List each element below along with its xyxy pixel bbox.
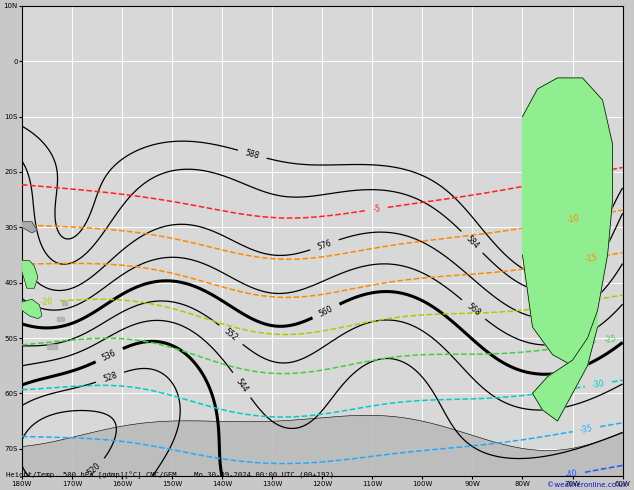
Text: -10: -10 [566,214,580,225]
Text: -25: -25 [604,334,618,345]
Text: 544: 544 [234,376,250,393]
Polygon shape [522,78,612,366]
Text: 560: 560 [318,304,335,318]
Text: -35: -35 [579,424,593,435]
Polygon shape [57,317,65,321]
Text: ©weatheronline.co.uk: ©weatheronline.co.uk [547,482,628,488]
Polygon shape [22,261,38,288]
Text: 552: 552 [223,327,240,343]
Text: -40: -40 [564,469,578,480]
Text: 536: 536 [101,348,118,363]
Polygon shape [533,310,598,421]
Polygon shape [22,222,37,233]
Polygon shape [22,299,42,318]
Polygon shape [62,301,67,305]
Text: -20: -20 [40,297,53,307]
Text: 528: 528 [101,370,119,384]
Text: -15: -15 [584,253,598,264]
Text: 568: 568 [465,301,482,318]
Text: 588: 588 [244,148,261,161]
Text: 520: 520 [86,462,103,478]
Polygon shape [47,343,57,349]
Text: 576: 576 [316,238,333,251]
Text: -30: -30 [592,379,605,390]
Text: -5: -5 [373,204,382,214]
Text: Height/Temp. 500 hPa [gdmp][°C] CMC/GEM    Mo 30-09-2024 00:00 UTC (00+192): Height/Temp. 500 hPa [gdmp][°C] CMC/GEM … [6,472,335,479]
Text: 584: 584 [463,234,481,250]
